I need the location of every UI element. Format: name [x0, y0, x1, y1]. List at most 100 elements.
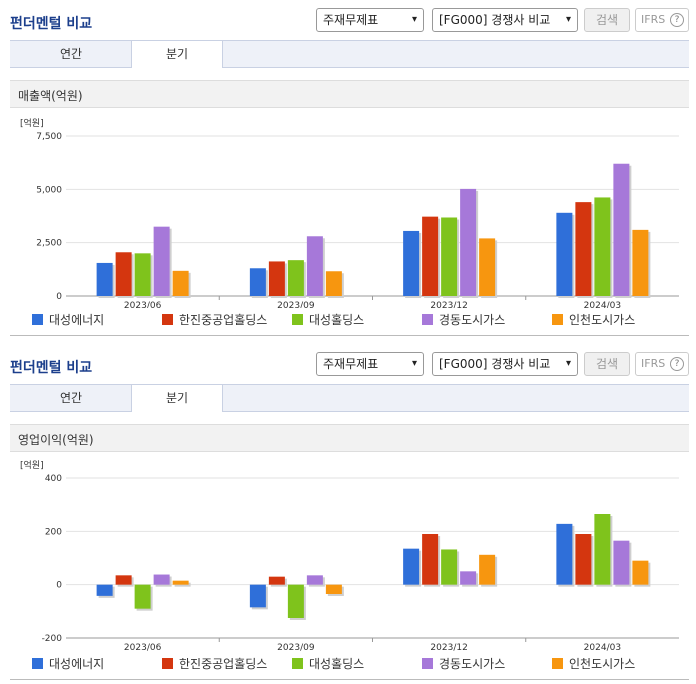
tab-quarterly[interactable]: 분기 [131, 40, 223, 68]
bar-shadow [174, 582, 191, 587]
ifrs-button[interactable]: IFRS ? [635, 352, 689, 376]
bar [134, 253, 151, 296]
bar [306, 236, 323, 296]
bar [556, 523, 573, 585]
statement-select[interactable]: 주재무제표 ▾ [316, 352, 424, 376]
divider [10, 335, 689, 336]
compare-select[interactable]: [FG000] 경쟁사 비교 ▾ [432, 8, 578, 32]
bar [403, 548, 420, 585]
bar [632, 560, 649, 585]
panel-header: 펀더멘털 비교 주재무제표 ▾ [FG000] 경쟁사 비교 ▾ 검색 IFRS… [0, 344, 696, 384]
bar [325, 584, 342, 594]
bar [134, 584, 151, 609]
search-button[interactable]: 검색 [584, 8, 630, 32]
legend-label: 대성에너지 [49, 313, 105, 327]
chevron-down-icon: ▾ [411, 358, 417, 369]
x-tick-label: 2024/03 [584, 301, 621, 308]
section-header: 매출액(억원) [10, 80, 689, 108]
legend-swatch [292, 314, 303, 325]
revenue-bar-chart: [억원] 0 2,500 5,000 7,500 2023/06 2023/09 2023/1… [20, 117, 679, 308]
chart-legend: 대성에너지 한진중공업홀딩스 대성홀딩스 경동도시가스 인천도시가스 [10, 654, 689, 674]
bar [115, 575, 132, 585]
bar [613, 540, 630, 585]
help-icon: ? [670, 357, 684, 371]
bar [306, 575, 323, 585]
tab-quarterly[interactable]: 분기 [131, 384, 223, 412]
legend-swatch [422, 658, 433, 669]
bar [594, 197, 611, 296]
y-tick-label: 200 [45, 527, 62, 537]
panel-title: 펀더멘털 비교 [10, 16, 93, 32]
ifrs-label: IFRS [641, 13, 666, 26]
bar [153, 226, 170, 296]
x-tick-label: 2024/03 [584, 643, 621, 652]
x-tick-label: 2023/09 [277, 301, 315, 308]
legend-label: 경동도시가스 [439, 657, 506, 671]
y-tick-label: 0 [56, 581, 62, 591]
chevron-down-icon: ▾ [411, 14, 417, 25]
statement-select-value: 주재무제표 [323, 357, 379, 371]
bar [460, 188, 477, 296]
y-tick-label: 400 [45, 474, 62, 484]
legend-label: 경동도시가스 [439, 313, 506, 327]
bar [556, 212, 573, 296]
bar [575, 202, 592, 296]
legend-label: 대성홀딩스 [309, 657, 365, 671]
bar [479, 554, 496, 585]
statement-select[interactable]: 주재무제표 ▾ [316, 8, 424, 32]
y-tick-label: 5,000 [36, 185, 62, 195]
period-tabs: 연간 분기 [10, 384, 689, 412]
x-tick-label: 2023/12 [430, 643, 467, 652]
bar [96, 584, 113, 596]
bar [460, 571, 477, 585]
x-tick-label: 2023/06 [124, 643, 162, 652]
chart-legend: 대성에너지 한진중공업홀딩스 대성홀딩스 경동도시가스 인천도시가스 [10, 310, 689, 330]
bar [96, 262, 113, 296]
divider [10, 679, 689, 680]
y-tick-label: 0 [56, 292, 62, 302]
bar [249, 268, 266, 296]
panel-header: 펀더멘털 비교 주재무제표 ▾ [FG000] 경쟁사 비교 ▾ 검색 IFRS… [0, 0, 696, 40]
period-tabs: 연간 분기 [10, 40, 689, 68]
chevron-down-icon: ▾ [565, 358, 571, 369]
compare-select-value: [FG000] 경쟁사 비교 [439, 13, 551, 27]
bar [479, 238, 496, 296]
chevron-down-icon: ▾ [565, 14, 571, 25]
y-tick-label: 7,500 [36, 132, 62, 142]
bar [287, 584, 304, 618]
legend-swatch [292, 658, 303, 669]
compare-select-value: [FG000] 경쟁사 비교 [439, 357, 551, 371]
bar [575, 534, 592, 585]
x-tick-label: 2023/06 [124, 301, 162, 308]
tab-annual[interactable]: 연간 [59, 47, 83, 61]
tab-annual[interactable]: 연간 [59, 391, 83, 405]
bar [153, 574, 170, 585]
bar [268, 576, 285, 585]
operating-profit-bar-chart: [억원] -200 0 200 400 2023/06 2023/09 2023/12 2024… [20, 459, 679, 652]
search-button[interactable]: 검색 [584, 352, 630, 376]
legend-swatch [32, 314, 43, 325]
compare-select[interactable]: [FG000] 경쟁사 비교 ▾ [432, 352, 578, 376]
ifrs-button[interactable]: IFRS ? [635, 8, 689, 32]
section-title: 영업이익(억원) [18, 433, 94, 447]
bar [115, 252, 132, 296]
bar [422, 534, 439, 585]
bar [249, 584, 266, 608]
bar [325, 271, 342, 296]
unit-label: [억원] [20, 459, 44, 471]
legend-swatch [552, 658, 563, 669]
y-tick-label: -200 [42, 634, 63, 644]
legend-swatch [32, 658, 43, 669]
bar [287, 260, 304, 296]
legend-swatch [162, 658, 173, 669]
legend-label: 대성홀딩스 [309, 313, 365, 327]
bar [441, 549, 458, 585]
bar [422, 216, 439, 296]
bar [403, 230, 420, 296]
x-tick-label: 2023/12 [430, 301, 467, 308]
legend-swatch [422, 314, 433, 325]
legend-label: 한진중공업홀딩스 [179, 657, 268, 671]
legend-label: 인천도시가스 [569, 313, 636, 327]
y-tick-label: 2,500 [36, 239, 62, 249]
ifrs-label: IFRS [641, 357, 666, 370]
